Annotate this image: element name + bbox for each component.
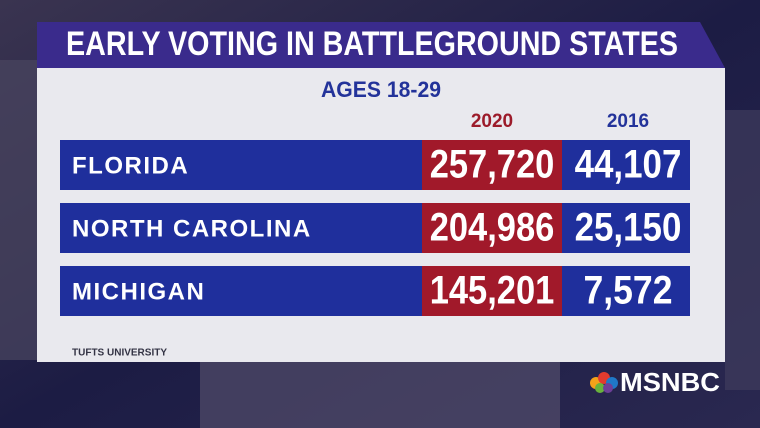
background-building bbox=[0, 60, 37, 360]
title: EARLY VOTING IN BATTLEGROUND STATES bbox=[66, 25, 678, 63]
background-building bbox=[200, 362, 560, 428]
state-label: FLORIDA bbox=[72, 152, 189, 179]
cell-2020 bbox=[422, 140, 562, 190]
value-2020: 257,720 bbox=[430, 143, 555, 187]
row-bar bbox=[60, 266, 690, 316]
value-2016: 44,107 bbox=[575, 143, 682, 187]
table: FLORIDA 257,720 44,107 NORTH CAROLINA 204,98… bbox=[60, 140, 690, 316]
logo: MSNBC bbox=[620, 367, 720, 397]
background-building bbox=[725, 110, 760, 390]
cell-2020 bbox=[422, 266, 562, 316]
state-label: NORTH CAROLINA bbox=[72, 215, 312, 242]
logo-icon bbox=[590, 372, 618, 393]
value-2020: 204,986 bbox=[430, 206, 555, 250]
value-2020: 145,201 bbox=[430, 269, 555, 313]
state-label: MICHIGAN bbox=[72, 278, 205, 305]
title-bar bbox=[37, 22, 725, 68]
cell-2020 bbox=[422, 203, 562, 253]
column-header: 2016 bbox=[607, 111, 649, 132]
value-2016: 25,150 bbox=[575, 206, 682, 250]
row-bar bbox=[60, 203, 690, 253]
subtitle: AGES 18-29 bbox=[321, 77, 441, 102]
row-bar bbox=[60, 140, 690, 190]
source: TUFTS UNIVERSITY bbox=[72, 348, 167, 359]
value-2016: 7,572 bbox=[584, 269, 673, 313]
column-header: 2020 bbox=[471, 111, 513, 132]
